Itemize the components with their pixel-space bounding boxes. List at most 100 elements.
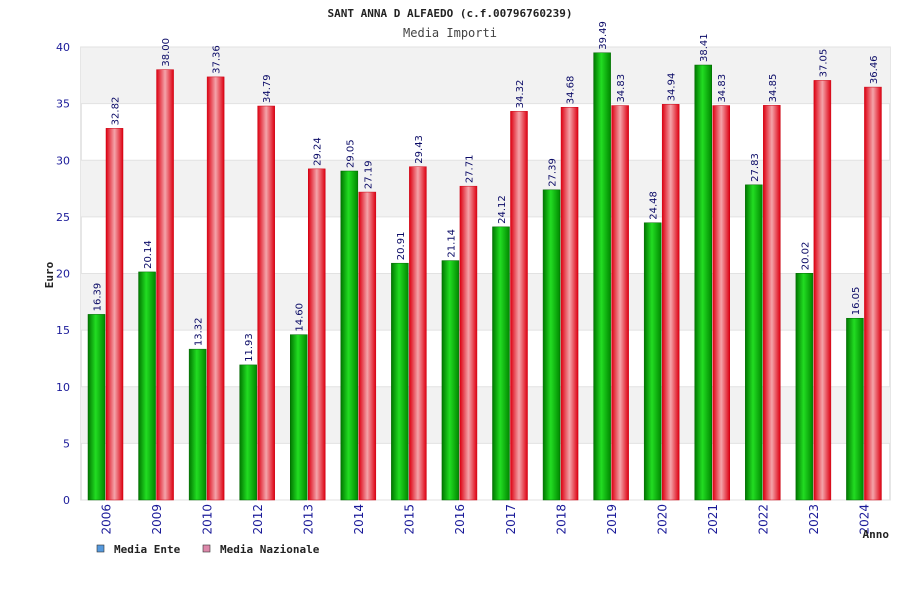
value-label-nazionale: 34.94 xyxy=(667,73,678,102)
x-tick-label: 2020 xyxy=(655,504,669,535)
value-label-ente: 13.32 xyxy=(194,318,205,347)
value-label-ente: 20.91 xyxy=(396,232,407,261)
value-label-ente: 39.49 xyxy=(598,21,609,50)
value-label-nazionale: 34.83 xyxy=(717,74,728,103)
x-tick-label: 2014 xyxy=(352,504,366,535)
bars xyxy=(87,52,882,501)
x-tick-label: 2021 xyxy=(706,504,720,535)
x-tick-label: 2017 xyxy=(504,504,518,535)
bar-nazionale xyxy=(459,185,478,501)
value-label-ente: 21.14 xyxy=(446,229,457,258)
value-label-ente: 38.41 xyxy=(699,33,710,62)
value-label-nazionale: 32.82 xyxy=(111,97,122,126)
bar-ente xyxy=(694,64,712,501)
y-tick-label: 15 xyxy=(56,324,70,337)
y-axis-ticks: 0 5 10 15 20 25 30 35 40 xyxy=(56,41,70,507)
value-label-ente: 27.39 xyxy=(548,158,559,187)
bar-nazionale xyxy=(358,191,377,501)
value-label-ente: 11.93 xyxy=(244,333,255,362)
value-label-nazionale: 27.19 xyxy=(363,160,374,189)
bar-nazionale xyxy=(611,105,629,501)
value-label-nazionale: 34.79 xyxy=(262,74,273,103)
value-label-nazionale: 37.36 xyxy=(212,45,223,74)
x-tick-label: 2022 xyxy=(757,504,771,535)
bar-nazionale xyxy=(864,86,882,501)
bar-nazionale xyxy=(257,105,275,501)
value-label-nazionale: 29.43 xyxy=(414,135,425,164)
y-tick-label: 25 xyxy=(56,211,70,224)
chart-subtitle: Media Importi xyxy=(403,26,497,40)
legend-swatch-nazionale xyxy=(202,544,211,553)
chart-title: SANT ANNA D ALFAEDO (c.f.00796760239) xyxy=(327,7,572,20)
value-label-ente: 16.39 xyxy=(93,283,104,312)
bar-ente xyxy=(239,364,257,501)
x-tick-label: 2024 xyxy=(858,504,872,535)
x-tick-label: 2018 xyxy=(554,504,568,535)
bar-nazionale xyxy=(813,80,832,501)
bar-ente xyxy=(290,334,308,501)
bar-ente xyxy=(441,260,460,501)
value-label-ente: 24.48 xyxy=(649,191,660,220)
bar-ente xyxy=(340,170,359,501)
x-tick-label: 2006 xyxy=(99,504,113,535)
x-axis-ticks: 2006 2009 2010 2012 2013 2014 2015 2016 2017 2018… xyxy=(99,504,871,535)
x-tick-label: 2016 xyxy=(453,504,467,535)
value-label-ente: 16.05 xyxy=(851,287,862,316)
bar-nazionale xyxy=(510,111,528,501)
bar-ente xyxy=(391,262,409,501)
bar-ente xyxy=(745,184,763,501)
y-axis-label: Euro xyxy=(43,261,56,288)
value-labels: 16.39 32.82 20.14 38.00 13.32 37.36 11.93 34.79… xyxy=(93,21,880,362)
bar-ente xyxy=(138,271,156,501)
value-label-ente: 27.83 xyxy=(750,153,761,182)
legend: Media Ente Media Nazionale xyxy=(96,543,320,556)
value-label-nazionale: 36.46 xyxy=(869,55,880,84)
bar-ente xyxy=(795,273,814,501)
value-label-ente: 24.12 xyxy=(497,195,508,224)
y-tick-label: 35 xyxy=(56,98,70,111)
value-label-ente: 20.02 xyxy=(800,242,811,271)
x-tick-label: 2009 xyxy=(150,504,164,535)
bar-ente xyxy=(188,348,207,501)
bar-nazionale xyxy=(712,105,730,501)
y-tick-label: 5 xyxy=(63,437,70,450)
value-label-nazionale: 34.85 xyxy=(768,74,779,103)
value-label-nazionale: 34.83 xyxy=(616,74,627,103)
bar-nazionale xyxy=(763,105,781,501)
value-label-nazionale: 27.71 xyxy=(464,155,475,184)
legend-label-ente: Media Ente xyxy=(114,543,181,556)
y-tick-label: 10 xyxy=(56,381,70,394)
x-tick-label: 2013 xyxy=(302,504,316,535)
bar-ente xyxy=(643,222,662,501)
legend-swatch-ente xyxy=(96,544,105,553)
bar-ente xyxy=(846,317,864,501)
value-label-nazionale: 34.68 xyxy=(566,76,577,105)
bar-nazionale xyxy=(156,69,174,501)
legend-label-nazionale: Media Nazionale xyxy=(220,543,320,556)
y-tick-label: 0 xyxy=(63,494,70,507)
x-axis-label: Anno xyxy=(863,528,890,541)
x-tick-label: 2010 xyxy=(200,504,214,535)
bar-nazionale xyxy=(560,106,579,501)
bar-ente xyxy=(87,314,106,501)
value-label-nazionale: 38.00 xyxy=(161,38,172,67)
bar-nazionale xyxy=(661,104,680,501)
x-tick-label: 2015 xyxy=(403,504,417,535)
bar-nazionale xyxy=(409,166,427,501)
value-label-ente: 29.05 xyxy=(345,139,356,168)
value-label-nazionale: 34.32 xyxy=(515,80,526,109)
y-tick-label: 20 xyxy=(56,268,70,281)
x-tick-label: 2023 xyxy=(807,504,821,535)
value-label-ente: 14.60 xyxy=(295,303,306,332)
y-tick-label: 40 xyxy=(56,41,70,54)
y-tick-label: 30 xyxy=(56,154,70,167)
bar-nazionale xyxy=(105,128,124,501)
bar-ente xyxy=(542,189,561,501)
bar-nazionale xyxy=(206,76,225,501)
value-label-nazionale: 29.24 xyxy=(313,137,324,166)
value-label-nazionale: 37.05 xyxy=(818,49,829,78)
bar-nazionale xyxy=(308,168,326,501)
x-tick-label: 2019 xyxy=(605,504,619,535)
x-tick-label: 2012 xyxy=(251,504,265,535)
